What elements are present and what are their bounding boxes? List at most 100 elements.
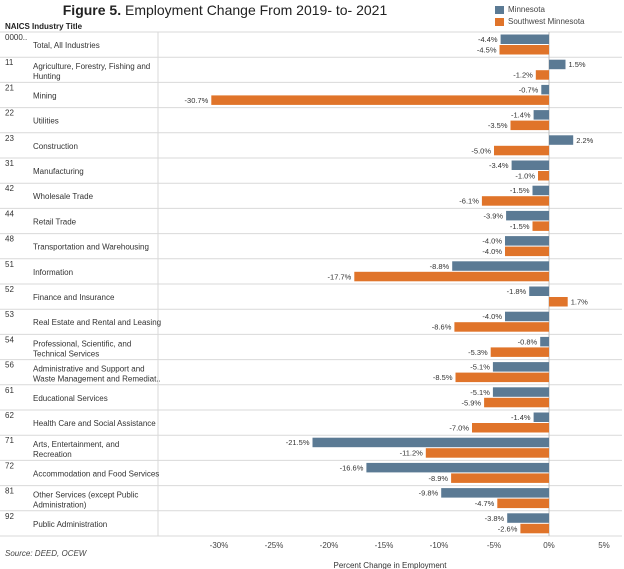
naics-code: 51 bbox=[5, 260, 14, 269]
data-label: -6.1% bbox=[459, 197, 479, 206]
bar-minnesota[interactable] bbox=[452, 261, 549, 271]
data-label: -4.7% bbox=[475, 499, 495, 508]
bar-minnesota[interactable] bbox=[507, 513, 549, 523]
naics-code: 22 bbox=[5, 109, 14, 118]
figure-title-text: Employment Change From 2019- to- 2021 bbox=[121, 2, 388, 18]
legend-label: Minnesota bbox=[508, 5, 545, 14]
legend-item-minnesota[interactable]: Minnesota bbox=[495, 5, 545, 14]
data-label: -1.4% bbox=[511, 111, 531, 120]
bar-minnesota[interactable] bbox=[549, 135, 574, 145]
data-label: -5.9% bbox=[462, 398, 482, 407]
bar-southwest-minnesota[interactable] bbox=[510, 120, 550, 131]
legend-label: Southwest Minnesota bbox=[508, 17, 585, 26]
data-label: -1.5% bbox=[510, 186, 530, 195]
x-tick-label: 0% bbox=[543, 541, 555, 550]
naics-column-header: NAICS bbox=[5, 22, 30, 31]
bar-southwest-minnesota[interactable] bbox=[490, 347, 549, 357]
data-label: -17.7% bbox=[328, 272, 352, 281]
naics-code: 42 bbox=[5, 184, 14, 193]
bar-southwest-minnesota[interactable] bbox=[481, 196, 549, 206]
bar-minnesota[interactable] bbox=[549, 59, 566, 70]
naics-code: 72 bbox=[5, 461, 14, 470]
data-label: -2.6% bbox=[498, 524, 518, 533]
bar-minnesota[interactable] bbox=[505, 236, 549, 246]
data-label: -9.8% bbox=[419, 489, 439, 498]
bar-minnesota[interactable] bbox=[532, 185, 550, 196]
industry-title: Real Estate and Rental and Leasing bbox=[33, 318, 161, 327]
bar-southwest-minnesota[interactable] bbox=[520, 523, 549, 534]
x-tick-label: -20% bbox=[320, 541, 339, 550]
bar-minnesota[interactable] bbox=[492, 362, 549, 372]
naics-code: 81 bbox=[5, 487, 14, 496]
industry-title: Mining bbox=[33, 91, 57, 100]
bar-southwest-minnesota[interactable] bbox=[538, 171, 549, 181]
bar-southwest-minnesota[interactable] bbox=[494, 145, 549, 156]
industry-column-header: Industry Title bbox=[32, 22, 83, 31]
bar-minnesota[interactable] bbox=[541, 84, 549, 95]
industry-title: Arts, Entertainment, and bbox=[33, 440, 119, 449]
naics-code: 52 bbox=[5, 285, 14, 294]
data-label: -5.3% bbox=[468, 348, 488, 357]
data-label: -1.2% bbox=[513, 71, 533, 80]
x-tick-label: -10% bbox=[430, 541, 449, 550]
naics-code: 31 bbox=[5, 159, 14, 168]
bar-minnesota[interactable] bbox=[366, 462, 549, 473]
legend-item-southwest-minnesota[interactable]: Southwest Minnesota bbox=[495, 17, 585, 26]
x-tick-label: -15% bbox=[375, 541, 394, 550]
industry-title: Technical Services bbox=[33, 349, 99, 358]
bar-southwest-minnesota[interactable] bbox=[451, 473, 549, 483]
bar-southwest-minnesota[interactable] bbox=[211, 95, 550, 105]
naics-code: 44 bbox=[5, 209, 14, 218]
data-label: -8.9% bbox=[429, 474, 449, 483]
bar-minnesota[interactable] bbox=[500, 34, 549, 45]
data-label: -5.0% bbox=[471, 146, 491, 155]
bar-southwest-minnesota[interactable] bbox=[505, 246, 549, 257]
bar-southwest-minnesota[interactable] bbox=[499, 45, 550, 55]
data-label: 1.7% bbox=[571, 298, 588, 307]
bar-minnesota[interactable] bbox=[529, 286, 549, 297]
bar-minnesota[interactable] bbox=[312, 437, 550, 448]
bar-minnesota[interactable] bbox=[506, 210, 549, 221]
bar-minnesota[interactable] bbox=[533, 412, 549, 423]
bar-minnesota[interactable] bbox=[540, 336, 549, 347]
data-label: -4.4% bbox=[478, 35, 498, 44]
bar-southwest-minnesota[interactable] bbox=[535, 70, 549, 80]
bar-southwest-minnesota[interactable] bbox=[354, 271, 549, 282]
legend-swatch bbox=[495, 17, 504, 26]
x-axis-label: Percent Change in Employment bbox=[334, 561, 448, 569]
data-label: -7.0% bbox=[449, 424, 469, 433]
naics-code: 92 bbox=[5, 512, 14, 521]
naics-code: 71 bbox=[5, 436, 14, 445]
bar-southwest-minnesota[interactable] bbox=[425, 448, 549, 458]
bar-southwest-minnesota[interactable] bbox=[455, 372, 550, 383]
industry-title: Recreation bbox=[33, 450, 72, 459]
bar-southwest-minnesota[interactable] bbox=[497, 498, 549, 509]
bar-southwest-minnesota[interactable] bbox=[532, 221, 550, 231]
data-label: -3.9% bbox=[484, 211, 504, 220]
bar-southwest-minnesota[interactable] bbox=[549, 297, 568, 307]
naics-code: 53 bbox=[5, 310, 14, 319]
data-label: 2.2% bbox=[576, 136, 593, 145]
data-label: -4.0% bbox=[482, 237, 502, 246]
data-label: -8.5% bbox=[433, 373, 453, 382]
data-label: -5.1% bbox=[470, 388, 490, 397]
bar-minnesota[interactable] bbox=[533, 110, 549, 120]
industry-title: Wholesale Trade bbox=[33, 192, 94, 201]
bar-southwest-minnesota[interactable] bbox=[454, 322, 549, 332]
bar-minnesota[interactable] bbox=[492, 387, 549, 397]
naics-code: 11 bbox=[5, 58, 14, 67]
bar-southwest-minnesota[interactable] bbox=[484, 397, 549, 408]
industry-title: Administration) bbox=[33, 501, 87, 510]
bar-minnesota[interactable] bbox=[505, 311, 549, 322]
data-label: -30.7% bbox=[185, 96, 209, 105]
industry-title: Finance and Insurance bbox=[33, 293, 115, 302]
bar-minnesota[interactable] bbox=[511, 160, 549, 171]
industry-title: Administrative and Support and bbox=[33, 365, 145, 374]
industry-title: Transportation and Warehousing bbox=[33, 243, 149, 252]
figure-number: Figure 5. bbox=[62, 2, 122, 18]
naics-code: 56 bbox=[5, 361, 14, 370]
data-label: -8.8% bbox=[430, 262, 450, 271]
bar-minnesota[interactable] bbox=[441, 488, 549, 498]
industry-title: Retail Trade bbox=[33, 217, 77, 226]
bar-southwest-minnesota[interactable] bbox=[472, 423, 549, 433]
